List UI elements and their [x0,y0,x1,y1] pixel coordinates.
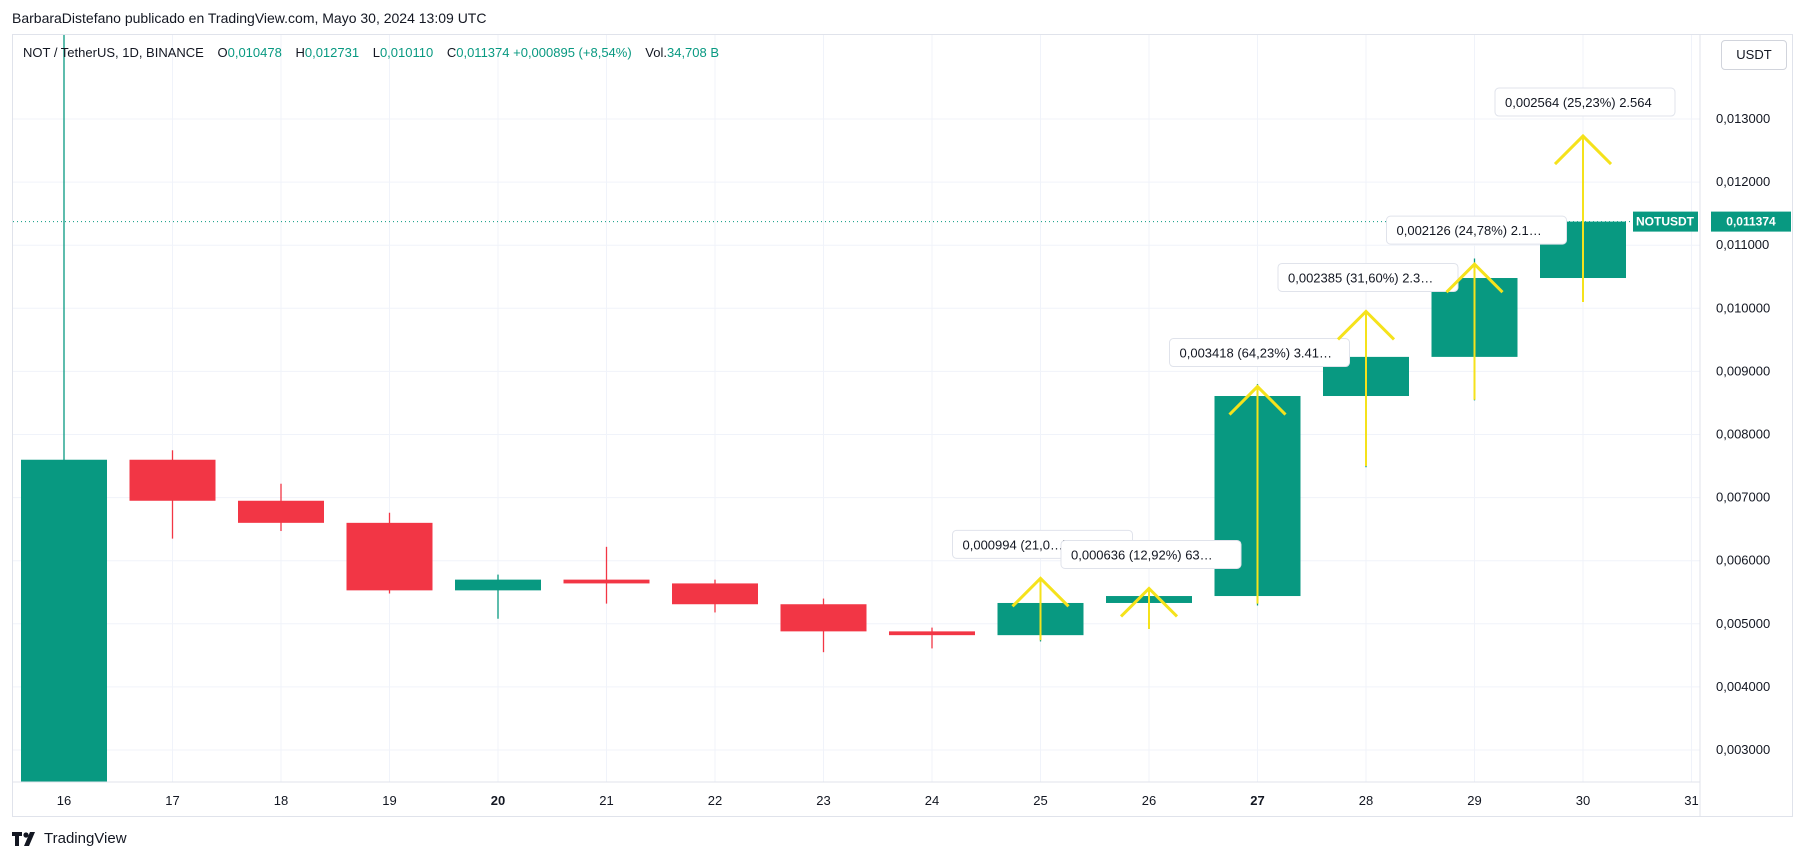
y-tick-label: 0,012000 [1716,174,1770,189]
range-label-28: 0,002385 (31,60%) 2.3… [1288,270,1433,285]
x-tick-label: 23 [816,793,830,808]
x-tick-label: 31 [1684,793,1698,808]
candle-body-24 [889,631,975,636]
range-label-box-30 [1494,87,1676,117]
y-tick-label: 0,008000 [1716,427,1770,442]
x-tick-label: 17 [165,793,179,808]
y-tick-label: 0,004000 [1716,679,1770,694]
candle-body-16 [21,459,107,782]
x-tick-label: 24 [925,793,939,808]
range-arrow-head-30 [1553,133,1613,166]
x-tick-label: 29 [1467,793,1481,808]
x-tick-label: 25 [1033,793,1047,808]
range-label-box-28 [1277,262,1459,292]
tradingview-logo-text: TradingView [44,830,127,847]
range-arrow-head-26 [1119,586,1179,618]
x-tick-label: 26 [1142,793,1156,808]
range-arrow-head-28 [1336,309,1396,341]
publish-caption: BarbaraDistefano publicado en TradingVie… [12,10,487,26]
range-arrow-head-25 [1011,576,1070,608]
range-label-box-26 [1060,539,1242,569]
grid-layer [13,35,1700,782]
range-label-26: 0,000636 (12,92%) 63… [1071,547,1213,562]
annotation-layer: 0,000994 (21,0…) 99…0,000636 (12,92%) 63… [952,87,1676,641]
y-tick-label: 0,011000 [1716,237,1769,252]
legend-volume-value: 34,708 B [666,45,720,60]
x-tick-label: 22 [708,793,722,808]
symbol-tag-label: NOTUSDT [1636,215,1695,229]
range-arrow-head-27 [1228,384,1287,416]
y-tick-label: 0,003000 [1716,742,1770,757]
range-label-27: 0,003418 (64,23%) 3.41… [1180,346,1333,361]
candle-body-19 [346,522,433,591]
y-tick-label: 0,010000 [1716,300,1770,315]
x-tick-label: 19 [382,793,396,808]
x-tick-label: 21 [599,793,613,808]
y-tick-label: 0,006000 [1716,553,1770,568]
legend-close-value: 0,011374 [456,45,510,60]
range-label-29: 0,002126 (24,78%) 2.1… [1397,223,1542,238]
y-tick-label: 0,005000 [1716,616,1770,631]
legend-volume-label: Vol. [645,45,667,60]
legend-open-label: O [217,45,228,60]
candle-layer [13,35,1700,782]
candle-body-18 [238,500,324,523]
tradingview-logo[interactable]: TradingView [12,830,127,847]
candle-body-23 [780,604,867,632]
legend-close-label: C [446,45,457,60]
symbol-price-tag [1633,211,1698,232]
candle-body-20 [455,579,541,591]
axis-layer: 0,003000 0,004000 0,005000 0,006000 0,007000… [13,35,1791,817]
x-tick-label: 30 [1576,793,1590,808]
x-tick-label: 28 [1359,793,1373,808]
y-tick-label: 0,007000 [1716,490,1770,505]
legend-low-value: 0,010110 [379,45,434,60]
legend-high-label: H [295,45,305,60]
x-tick-label: 20 [491,793,505,808]
range-label-box-27 [1169,338,1350,368]
candle-body-17 [129,459,216,501]
y-tick-label: 0,009000 [1716,363,1770,378]
legend-symbol[interactable]: NOT / TetherUS, 1D, BINANCE [23,45,204,60]
currency-button[interactable]: USDT [1721,40,1787,70]
last-price-label: 0,011374 [1726,215,1776,229]
chart-frame [12,34,1793,817]
x-tick-label: 18 [274,793,288,808]
legend-high-value: 0,012731 [304,45,360,60]
range-label-30: 0,002564 (25,23%) 2.564 [1505,95,1652,110]
x-tick-label: 16 [57,793,71,808]
y-tick-label: 0,013000 [1716,111,1770,126]
last-price-tag [1711,211,1791,232]
x-tick-label: 27 [1250,793,1264,808]
symbol-legend: NOT / TetherUS, 1D, BINANCE O0,010478 H0… [23,45,719,60]
range-label-box-29 [1386,215,1567,245]
candle-body-22 [672,583,758,605]
legend-change: +0,000895 (+8,54%) [513,45,632,60]
legend-low-label: L [372,45,380,60]
legend-open-value: 0,010478 [227,45,282,60]
range-arrow-head-29 [1445,262,1504,294]
candle-body-21 [563,579,650,584]
tradingview-logo-icon [12,831,35,846]
